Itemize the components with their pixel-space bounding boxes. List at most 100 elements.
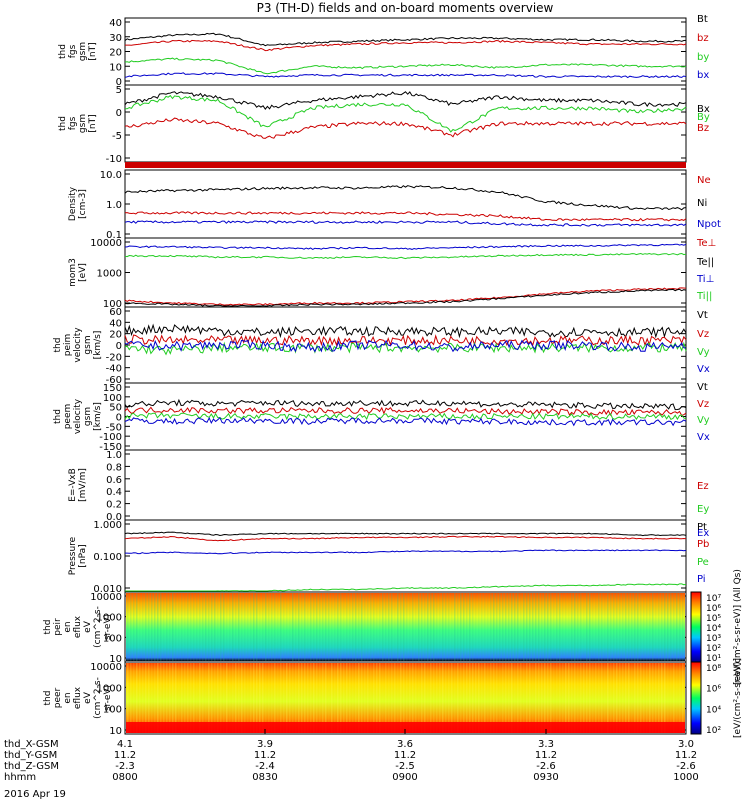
panel-frame	[124, 449, 687, 521]
heatmap-stripe	[565, 663, 567, 733]
y-axis-label: [cm-3]	[78, 189, 88, 219]
x-row-value: 3.9	[257, 739, 273, 750]
y-tick-label: 0.6	[106, 475, 122, 486]
heatmap-stripe	[232, 593, 234, 661]
series-Vz	[124, 334, 687, 347]
heatmap-stripe	[328, 593, 330, 661]
heatmap-stripe	[229, 593, 231, 661]
heatmap-stripe	[640, 663, 642, 733]
heatmap-stripe	[250, 593, 252, 661]
heatmap-stripe	[463, 593, 465, 661]
heatmap-stripe	[163, 663, 165, 733]
heatmap-stripe	[412, 663, 414, 733]
y-axis-label: fgs	[68, 116, 78, 130]
heatmap-stripe	[676, 663, 678, 733]
heatmap-stripe	[682, 663, 684, 733]
heatmap-stripe	[160, 593, 162, 661]
heatmap-stripe	[202, 663, 204, 733]
heatmap-stripe	[340, 593, 342, 661]
heatmap-stripe	[367, 593, 369, 661]
heatmap-stripe	[193, 593, 195, 661]
heatmap-stripe	[664, 663, 666, 733]
y-tick-label: 1.0	[106, 200, 122, 211]
series-Bt	[124, 32, 687, 47]
colorbar-tick: 10⁶	[706, 685, 721, 695]
y-tick-label: 10	[109, 62, 122, 73]
heatmap-stripe	[172, 593, 174, 661]
y-axis-label: eV	[83, 620, 93, 633]
heatmap-stripe	[460, 663, 462, 733]
legend-entry: Vx	[697, 432, 710, 443]
heatmap-stripe	[421, 593, 423, 661]
heatmap-stripe	[301, 593, 303, 661]
legend-entry: By	[697, 112, 710, 123]
heatmap-stripe	[571, 663, 573, 733]
y-tick-label: 100	[103, 633, 122, 644]
heatmap-stripe	[631, 593, 633, 661]
heatmap-stripe	[508, 663, 510, 733]
x-row-value: 11.2	[535, 750, 557, 761]
heatmap-stripe	[337, 663, 339, 733]
colorbar-2	[690, 661, 702, 735]
series-Npot	[124, 220, 687, 227]
x-row-label: thd_Y-GSM	[4, 750, 57, 761]
series-Vy	[124, 412, 687, 421]
heatmap-stripe	[517, 593, 519, 661]
y-axis-label: [km/s]	[93, 331, 103, 360]
heatmap-stripe	[475, 663, 477, 733]
heatmap-stripe	[277, 663, 279, 733]
heatmap-stripe	[268, 663, 270, 733]
heatmap-stripe	[589, 593, 591, 661]
heatmap-stripe	[310, 593, 312, 661]
y-tick-label: 1.000	[93, 520, 122, 531]
y-tick-label: 20	[109, 48, 122, 59]
heatmap-stripe	[325, 663, 327, 733]
heatmap-stripe	[298, 593, 300, 661]
y-tick-label: 60	[109, 307, 122, 318]
y-tick-label: 0.4	[106, 487, 122, 498]
heatmap-stripe	[400, 593, 402, 661]
heatmap-stripe	[463, 663, 465, 733]
heatmap-stripe	[577, 663, 579, 733]
y-axis-label: (cm^2-s-	[93, 677, 103, 719]
heatmap-stripe	[559, 663, 561, 733]
heatmap-stripe	[220, 593, 222, 661]
heatmap-stripe	[625, 663, 627, 733]
y-axis-label: fgs	[68, 44, 78, 58]
y-axis-label: peim	[63, 334, 73, 357]
y-tick-label: 100	[103, 705, 122, 716]
y-tick-label: -50	[106, 422, 122, 433]
heatmap-stripe	[610, 593, 612, 661]
heatmap-stripe	[217, 663, 219, 733]
heatmap-stripe	[340, 663, 342, 733]
heatmap-stripe	[334, 663, 336, 733]
heatmap-stripe	[409, 593, 411, 661]
heatmap-stripe	[598, 593, 600, 661]
heatmap-stripe	[280, 593, 282, 661]
x-row-value: -2.3	[115, 761, 135, 772]
heatmap-stripe	[349, 593, 351, 661]
colorbar-tick: 10²	[706, 644, 721, 654]
series-Vt	[124, 398, 687, 411]
x-row-label: thd_Z-GSM	[4, 761, 59, 772]
heatmap-stripe	[247, 593, 249, 661]
heatmap-stripe	[478, 663, 480, 733]
heatmap-stripe	[133, 663, 135, 733]
heatmap-stripe	[583, 663, 585, 733]
heatmap-stripe	[256, 593, 258, 661]
heatmap-stripe	[526, 593, 528, 661]
x-row-value: 4.1	[117, 739, 133, 750]
colorbar-tick: 10⁸	[706, 664, 721, 674]
colorbar-tick: 10⁴	[706, 705, 721, 715]
heatmap-stripe	[424, 593, 426, 661]
heatmap-stripe	[274, 593, 276, 661]
heatmap-stripe	[502, 593, 504, 661]
heatmap-stripe	[433, 593, 435, 661]
heatmap-stripe	[253, 663, 255, 733]
heatmap-stripe	[427, 663, 429, 733]
heatmap-stripe	[649, 593, 651, 661]
series-Ne	[124, 211, 687, 222]
